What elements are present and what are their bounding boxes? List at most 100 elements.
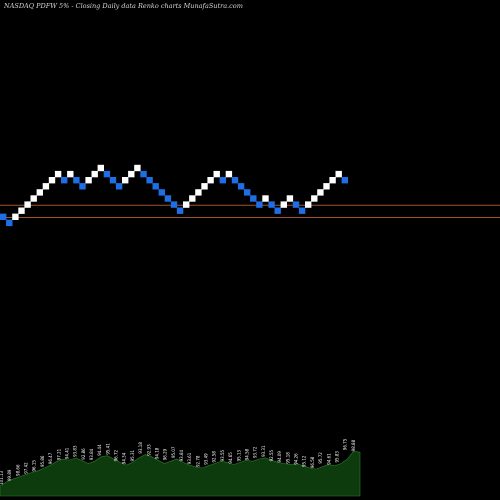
reference-lines xyxy=(0,204,500,218)
volume-label: 94.18 xyxy=(154,447,159,459)
renko-brick-down xyxy=(292,201,300,208)
renko-brick-down xyxy=(176,207,184,214)
renko-brick-up xyxy=(323,183,330,190)
volume-label: 92.58 xyxy=(212,451,217,463)
renko-brick-up xyxy=(329,177,336,184)
renko-brick-up xyxy=(122,177,129,184)
renko-brick-up xyxy=(36,189,43,196)
renko-brick-up xyxy=(213,170,220,178)
renko-brick-down xyxy=(73,177,80,184)
volume-label: 92.93 xyxy=(146,444,151,456)
renko-brick-down xyxy=(341,177,348,184)
renko-brick-down xyxy=(219,177,226,184)
renko-brick-down xyxy=(79,183,86,190)
renko-brick-down xyxy=(109,177,117,184)
renko-brick-up xyxy=(311,195,318,202)
renko-brick-up xyxy=(85,177,92,184)
renko-brick-down xyxy=(6,219,13,227)
renko-brick-up xyxy=(12,213,19,220)
volume-label: 93.49 xyxy=(204,453,209,465)
renko-brick-down xyxy=(298,207,306,214)
chart-title: NASDAQ PDFW 5% - Closing Daily data Renk… xyxy=(4,2,243,10)
renko-brick-down xyxy=(231,177,239,184)
renko-brick-up xyxy=(91,170,98,178)
renko-brick-down xyxy=(164,195,172,202)
volume-label: 93.55 xyxy=(220,449,225,461)
renko-brick-up xyxy=(189,195,196,202)
volume-label: 92.55 xyxy=(269,449,274,461)
renko-brick-up xyxy=(48,177,56,184)
renko-brick-up xyxy=(262,195,269,202)
volume-label: 96.15 xyxy=(32,460,37,472)
renko-brick-up xyxy=(97,164,104,172)
volume-label: 95.72 xyxy=(318,452,323,464)
renko-brick-up xyxy=(305,201,312,208)
volume-label: 93.72 xyxy=(253,446,258,458)
volume-label: 94.26 xyxy=(294,453,299,465)
volume-label: 95.13 xyxy=(236,449,241,461)
renko-brick-up xyxy=(201,183,208,190)
renko-brick-up xyxy=(183,201,190,208)
renko-brick-down xyxy=(268,201,275,208)
volume-label: 92.78 xyxy=(195,455,200,467)
renko-brick-up xyxy=(317,189,324,196)
renko-brick-down xyxy=(61,177,68,184)
volume-label: 95.12 xyxy=(302,455,307,467)
volume-label: 95.18 xyxy=(285,452,290,464)
volume-label: 97.42 xyxy=(24,462,29,474)
volume-label: 93.31 xyxy=(261,445,266,457)
volume-label: 95.41 xyxy=(105,443,110,455)
volume-label: 94.34 xyxy=(122,452,127,464)
volume-label: 101.13 xyxy=(0,470,4,484)
renko-brick-down xyxy=(146,177,153,184)
volume-label: 93.83 xyxy=(73,445,78,457)
renko-brick-down xyxy=(140,170,147,178)
volume-label: 95.86 xyxy=(40,455,45,467)
volume-label: 97.21 xyxy=(56,448,61,460)
volume-label: 93.84 xyxy=(89,448,94,460)
renko-brick-up xyxy=(54,170,62,178)
renko-brick-up xyxy=(195,189,202,196)
volume-label: 94.61 xyxy=(326,453,331,465)
renko-brick-up xyxy=(134,164,141,172)
renko-brick-down xyxy=(237,183,245,190)
volume-label: 94.09 xyxy=(277,451,282,463)
volume-label: 94.58 xyxy=(244,448,249,460)
renko-brick-down xyxy=(250,195,257,202)
renko-brick-down xyxy=(274,207,281,214)
volume-area xyxy=(0,450,361,497)
renko-bricks xyxy=(0,164,348,227)
volume-label: 95.07 xyxy=(171,446,176,458)
renko-brick-down xyxy=(256,201,263,208)
volume-label: 99.89 xyxy=(7,469,12,481)
renko-brick-up xyxy=(207,177,214,184)
renko-brick-up xyxy=(128,170,135,178)
renko-brick-up xyxy=(335,170,342,178)
volume-label: 92.86 xyxy=(81,448,86,460)
volume-label: 98.88 xyxy=(351,439,356,451)
volume-label: 98.66 xyxy=(15,464,20,476)
renko-brick-up xyxy=(42,183,50,190)
volume-label: 96.29 xyxy=(163,448,168,460)
renko-brick-down xyxy=(115,183,123,190)
volume-label: 96.47 xyxy=(48,452,53,464)
renko-brick-down xyxy=(103,170,111,178)
renko-brick-down xyxy=(0,213,7,220)
volume-label: 93.18 xyxy=(138,442,143,454)
renko-brick-up xyxy=(24,201,31,208)
volume-panel: 101.13 99.89 98.66 97.42 96.15 95.86 96.47 97.2… xyxy=(0,438,361,497)
renko-brick-up xyxy=(30,195,37,202)
renko-brick-down xyxy=(244,189,251,196)
volume-label: 96.58 xyxy=(310,456,315,468)
renko-brick-up xyxy=(67,170,74,178)
renko-brick-up xyxy=(286,195,294,202)
volume-label: 94.41 xyxy=(64,447,69,459)
volume-label: 93.84 xyxy=(179,449,184,461)
volume-label: 96.75 xyxy=(343,438,348,450)
renko-brick-down xyxy=(170,201,178,208)
volume-label: 93.61 xyxy=(187,452,192,464)
renko-brick-up xyxy=(18,207,25,214)
volume-label: 96.72 xyxy=(114,449,119,461)
